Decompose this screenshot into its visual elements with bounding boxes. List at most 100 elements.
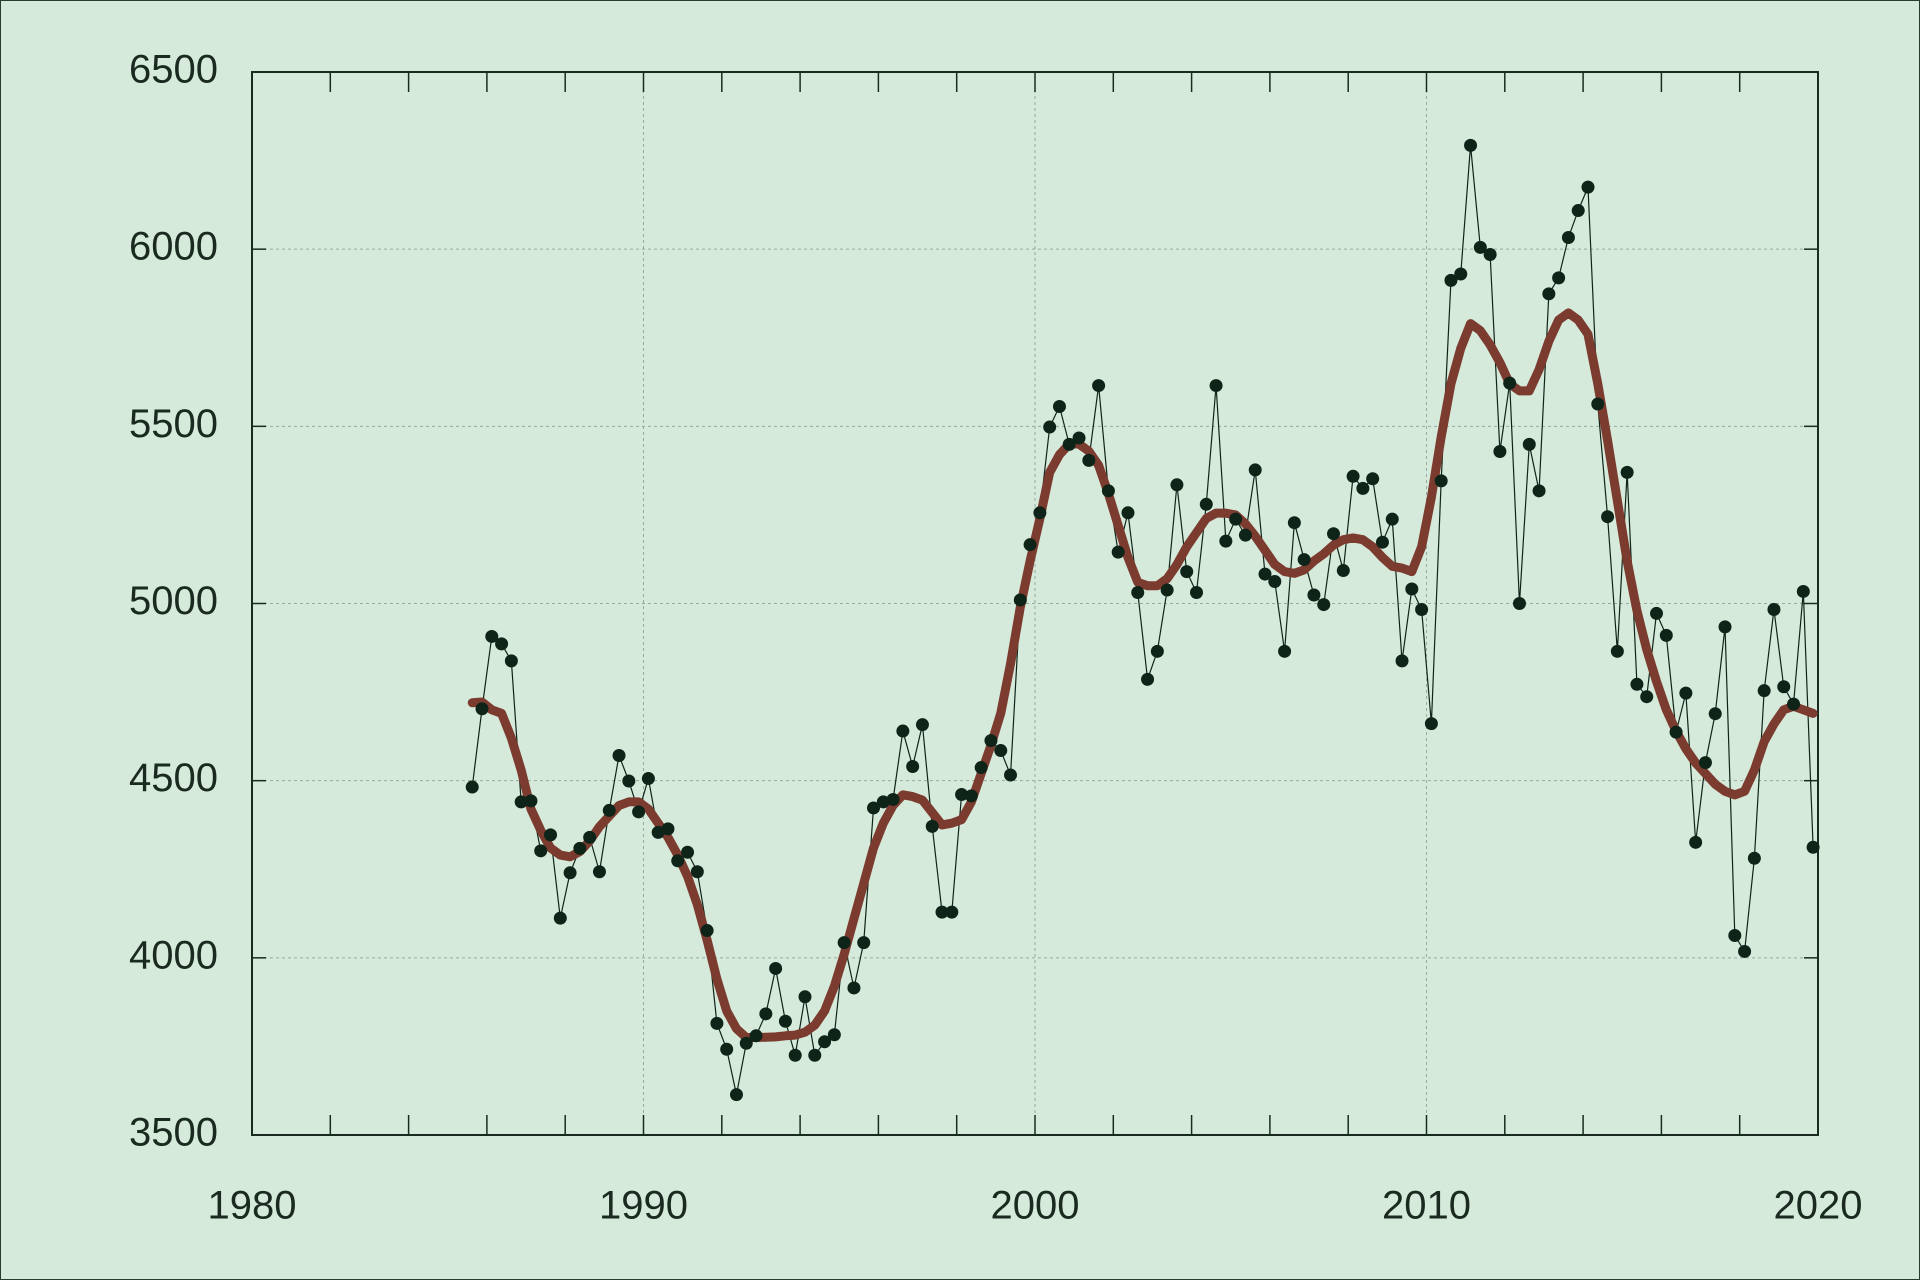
data-point [1043,420,1057,434]
data-point [1336,564,1350,578]
data-point [1013,593,1027,607]
data-point [1483,247,1497,261]
data-point [876,795,890,809]
data-point [1581,180,1595,194]
x-tick-label: 2010 [1382,1184,1471,1228]
data-point [1366,472,1380,486]
data-point [906,759,920,773]
data-point [935,905,949,919]
data-point [1219,534,1233,548]
x-tick-label: 1980 [208,1184,297,1228]
data-point [964,789,978,803]
data-point [1698,756,1712,770]
data-point [1160,583,1174,597]
data-point [955,787,969,801]
data-point [1434,474,1448,488]
data-point [573,841,587,855]
y-tick-label: 5500 [129,402,218,446]
data-point [925,819,939,833]
data-point [1004,768,1018,782]
data-point [1199,497,1213,511]
data-point [1248,463,1262,477]
data-point [1307,588,1321,602]
data-point [1356,481,1370,495]
y-tick-label: 3500 [129,1111,218,1155]
data-point [1669,725,1683,739]
data-point [1747,851,1761,865]
data-point [994,744,1008,758]
data-point [1170,478,1184,492]
x-tick-label: 1990 [599,1184,688,1228]
data-point [710,1016,724,1030]
data-point [1728,929,1742,943]
data-point [1189,586,1203,600]
data-point [671,854,685,868]
data-point [1375,535,1389,549]
data-point [553,911,567,925]
data-point [641,772,655,786]
data-point [867,801,881,815]
data-point [1229,512,1243,526]
data-point [1297,553,1311,567]
data-point [827,1028,841,1042]
data-point [915,718,929,732]
data-point [1630,677,1644,691]
data-point [1023,538,1037,552]
data-point [974,761,988,775]
data-point [1405,582,1419,596]
data-point [1620,465,1634,479]
data-point [1689,835,1703,849]
x-tick-label: 2000 [991,1184,1080,1228]
data-point [1806,840,1820,854]
data-point [1610,644,1624,658]
data-point [1659,628,1673,642]
data-point [1552,271,1566,285]
data-point [661,822,675,836]
data-point [984,734,998,748]
data-point [612,749,626,763]
data-point [1640,690,1654,704]
data-point [945,905,959,919]
data-point [592,865,606,879]
data-point [524,794,538,808]
data-point [1444,273,1458,287]
data-point [1180,565,1194,579]
data-point [651,825,665,839]
data-point [769,961,783,975]
data-point [1601,510,1615,524]
data-point [1738,944,1752,958]
data-point [1287,516,1301,530]
x-tick-label: 2020 [1774,1184,1863,1228]
data-point [1082,453,1096,467]
data-point [485,629,499,643]
data-point [788,1048,802,1062]
data-point [1464,138,1478,152]
data-point [1062,437,1076,451]
data-point [465,780,479,794]
data-point [837,936,851,950]
data-point [1385,512,1399,526]
data-point [1121,506,1135,520]
data-point [1503,376,1517,390]
data-point [1209,379,1223,393]
data-point [808,1048,822,1062]
data-point [1052,399,1066,413]
data-point [1395,654,1409,668]
data-point [1415,603,1429,617]
data-point [1493,444,1507,458]
data-point [886,792,900,806]
data-point [1767,603,1781,617]
data-point [896,724,910,738]
data-point [1796,584,1810,598]
data-point [602,803,616,817]
data-point [739,1036,753,1050]
data-point [729,1088,743,1102]
data-point [1424,717,1438,731]
data-point [1327,527,1341,541]
data-point [1473,240,1487,254]
data-point [1092,379,1106,393]
data-point [475,702,489,716]
plot-frame [251,71,1819,1136]
data-point [681,845,695,859]
